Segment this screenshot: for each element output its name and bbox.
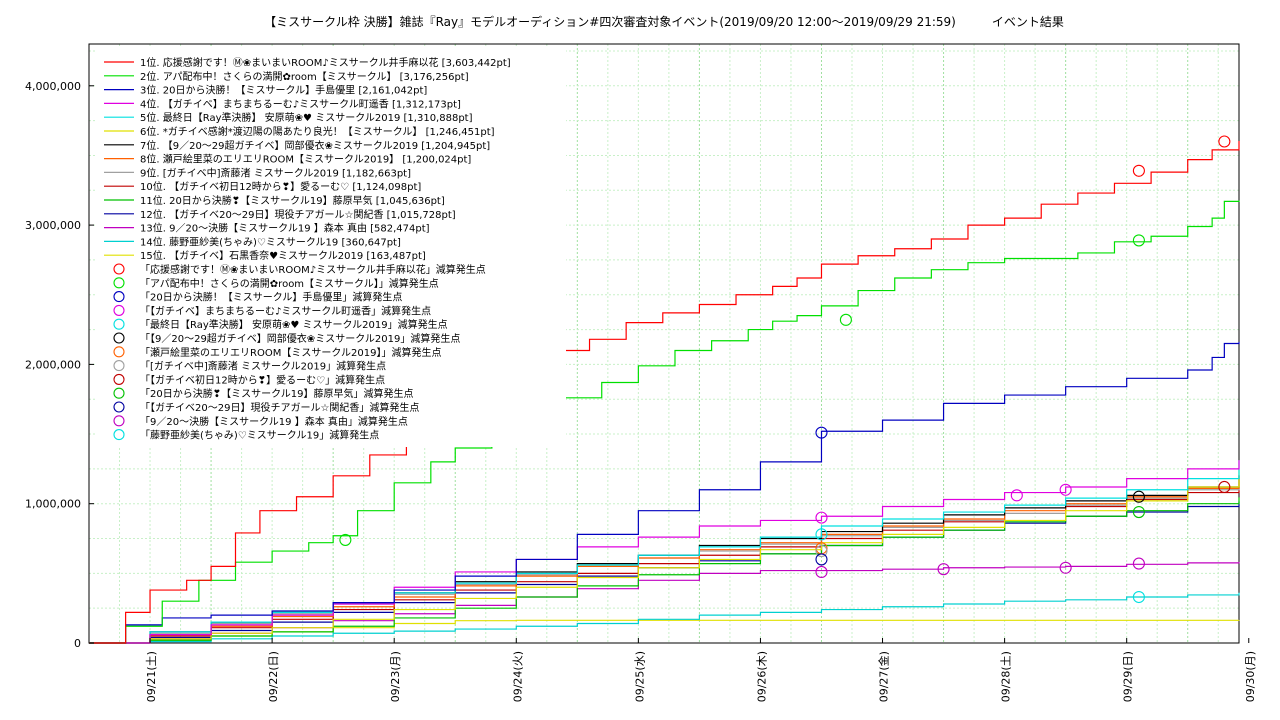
x-tick-label: 09/29(日) xyxy=(1122,651,1135,702)
legend-label: 5位. 最終日【Ray準決勝】 安原萌❀♥ ミスサークル2019 [1,310,… xyxy=(140,111,473,124)
legend-swatch-marker xyxy=(113,318,125,330)
deduction-marker xyxy=(815,511,828,524)
legend-marker-label: 「【ガチイベ】まちまちるーむ♪ミスサークル町遥香」減算発生点 xyxy=(140,304,431,317)
legend-label: 15位. 【ガチイベ】石黒香奈♥ミスサークル2019 [163,487pt] xyxy=(140,249,426,262)
legend-swatch-marker xyxy=(113,415,125,427)
series-line-3 xyxy=(89,341,1240,644)
deduction-marker xyxy=(1132,234,1145,247)
deduction-marker xyxy=(815,553,828,566)
legend-label: 6位. *ガチイベ感謝*渡辺陽の陽あたり良光！【ミスサークル】 [1,246,4… xyxy=(140,125,495,138)
legend-label: 13位. 9／20～決勝【ミスサークル19 】森本 真由 [582,474pt] xyxy=(140,222,430,235)
x-tick-label: 09/23(月) xyxy=(389,651,402,702)
series-layer xyxy=(89,141,1240,644)
deduction-marker xyxy=(1132,506,1145,519)
deduction-marker xyxy=(1132,590,1145,604)
deduction-marker xyxy=(1059,483,1072,496)
legend-label: 9位. [ガチイベ中]斎藤渚 ミスサークル2019 [1,182,663pt] xyxy=(140,166,411,179)
deduction-marker xyxy=(1218,480,1231,494)
legend-swatch-marker xyxy=(113,373,125,385)
deduction-marker xyxy=(1059,561,1072,574)
legend-marker-label: 「最終日【Ray準決勝】 安原萌❀♥ ミスサークル2019」減算発生点 xyxy=(140,318,448,331)
series-line-14 xyxy=(89,592,1240,644)
series-line-1 xyxy=(89,141,1240,644)
x-tick-label: 09/21(土) xyxy=(145,651,158,702)
legend-label: 2位. アパ配布中！さくらの満開✿room【ミスサークル】 [3,176,256… xyxy=(140,70,469,83)
legend-marker-label: 「瀬戸絵里菜のエリエリROOM【ミスサークル2019】」減算発生点 xyxy=(140,346,441,359)
x-tick-label: 09/22(日) xyxy=(267,651,280,702)
legend-swatch-marker xyxy=(113,332,125,344)
x-axis: 09/21(土) 09/22(日) 09/23(月) 09/24(火) 09/25(水)… xyxy=(145,638,1257,702)
marker-layer xyxy=(339,135,1231,604)
series-line-9 xyxy=(89,478,1240,644)
x-tick-label: 09/27(金) xyxy=(877,651,891,702)
series-line-7 xyxy=(89,475,1240,644)
deduction-marker xyxy=(839,313,852,326)
legend-swatch-marker xyxy=(113,360,125,372)
y-tick-label: 1,000,000 xyxy=(25,498,81,511)
legend-swatch-marker xyxy=(113,304,125,316)
x-tick-label: 09/26(木) xyxy=(755,651,768,702)
legend-marker-label: 「アパ配布中！さくらの満開✿room【ミスサークル】」減算発生点 xyxy=(140,277,439,290)
deduction-marker xyxy=(1010,489,1023,502)
legend-swatch-marker xyxy=(113,263,125,275)
legend-marker-label: 「【9／20～29超ガチイベ】岡部優衣❀ミスサークル2019」減算発生点 xyxy=(140,332,460,345)
deduction-marker xyxy=(339,533,352,546)
chart-title: 【ミスサークル枠 決勝】雑誌『Ray』モデルオーディション#四次審査対象イベント… xyxy=(264,14,1064,29)
legend-swatch-marker xyxy=(113,429,125,441)
deduction-marker xyxy=(815,528,828,541)
deduction-marker xyxy=(1218,135,1231,148)
y-tick-label: 4,000,000 xyxy=(25,80,81,93)
deduction-marker xyxy=(1132,490,1145,503)
legend-marker-label: 「【ガチイベ初日12時から❣】愛るーむ♡」減算発生点 xyxy=(140,373,385,386)
legend-label: 10位. 【ガチイベ初日12時から❣】愛るーむ♡ [1,124,098pt] xyxy=(140,180,421,193)
legend-label: 12位. 【ガチイベ20～29日】現役チアガール☆関紀香 [1,015,728p… xyxy=(140,208,456,221)
legend-marker-label: 「藤野亜紗美(ちゃみ)♡ミスサークル19」減算発生点 xyxy=(140,429,379,442)
series-line-6 xyxy=(89,469,1240,644)
deduction-marker xyxy=(1132,557,1145,570)
x-tick-label: 09/24(火) xyxy=(511,651,524,702)
legend-marker-label: 「9／20～決勝【ミスサークル19 】森本 真由」減算発生点 xyxy=(140,415,408,428)
legend-marker-label: 「[ガチイベ中]斎藤渚 ミスサークル2019」減算発生点 xyxy=(140,360,386,373)
deduction-marker xyxy=(1132,164,1145,177)
legend-label: 4位. 【ガチイベ】まちまちるーむ♪ミスサークル町遥香 [1,312,173pt… xyxy=(140,97,461,110)
series-line-2 xyxy=(89,200,1240,644)
y-tick-label: 0 xyxy=(74,637,81,650)
x-tick-label: 09/28(土) xyxy=(1000,651,1013,702)
legend-marker-label: 「20日から決勝❣【ミスサークル19】藤原早気」減算発生点 xyxy=(140,387,414,400)
y-tick-label: 3,000,000 xyxy=(25,219,81,232)
legend-swatch-marker xyxy=(113,346,125,358)
y-axis: 0 1,000,000 2,000,000 3,000,000 4,000,000 xyxy=(25,80,94,650)
deduction-marker xyxy=(815,426,828,439)
x-tick-label: 09/30(月) xyxy=(1244,651,1257,702)
legend-label: 7位. 【9／20～29超ガチイベ】岡部優衣❀ミスサークル2019 [1,204… xyxy=(140,139,490,152)
x-tick-label: 09/25(水) xyxy=(633,651,646,702)
deduction-marker xyxy=(815,545,828,558)
legend: 1位. 応援感謝です！Ⓜ❀まいまいROOM♪ミスサークル井手麻以花 [3,603… xyxy=(96,47,566,447)
legend-swatch-marker xyxy=(113,291,125,303)
legend-swatch-marker xyxy=(113,277,125,289)
series-line-5 xyxy=(89,460,1240,644)
legend-label: 1位. 応援感謝です！Ⓜ❀まいまいROOM♪ミスサークル井手麻以花 [3,603… xyxy=(140,56,511,69)
legend-marker-label: 「20日から決勝！【ミスサークル】手島優里」減算発生点 xyxy=(140,291,402,304)
series-line-11 xyxy=(89,497,1240,644)
legend-label: 3位. 20日から決勝！【ミスサークル】手島優里 [2,161,042pt] xyxy=(140,84,427,97)
legend-label: 8位. 瀬戸絵里菜のエリエリROOM【ミスサークル2019】 [1,200,02… xyxy=(140,153,471,166)
y-tick-label: 2,000,000 xyxy=(25,358,81,371)
legend-swatch-marker xyxy=(113,387,125,399)
legend-marker-label: 「応援感謝です！Ⓜ❀まいまいROOM♪ミスサークル井手麻以花」減算発生点 xyxy=(140,263,486,276)
deduction-marker xyxy=(937,563,950,576)
legend-label: 11位. 20日から決勝❣【ミスサークル19】藤原早気 [1,045,636pt… xyxy=(140,194,445,207)
legend-marker-label: 「【ガチイベ20～29日】現役チアガール☆関紀香」減算発生点 xyxy=(140,401,419,414)
legend-swatch-marker xyxy=(113,401,125,413)
legend-label: 14位. 藤野亜紗美(ちゃみ)♡ミスサークル19 [360,647pt] xyxy=(140,235,401,248)
legend-background xyxy=(96,47,566,447)
series-line-4 xyxy=(89,460,1240,644)
deduction-marker xyxy=(815,565,828,579)
